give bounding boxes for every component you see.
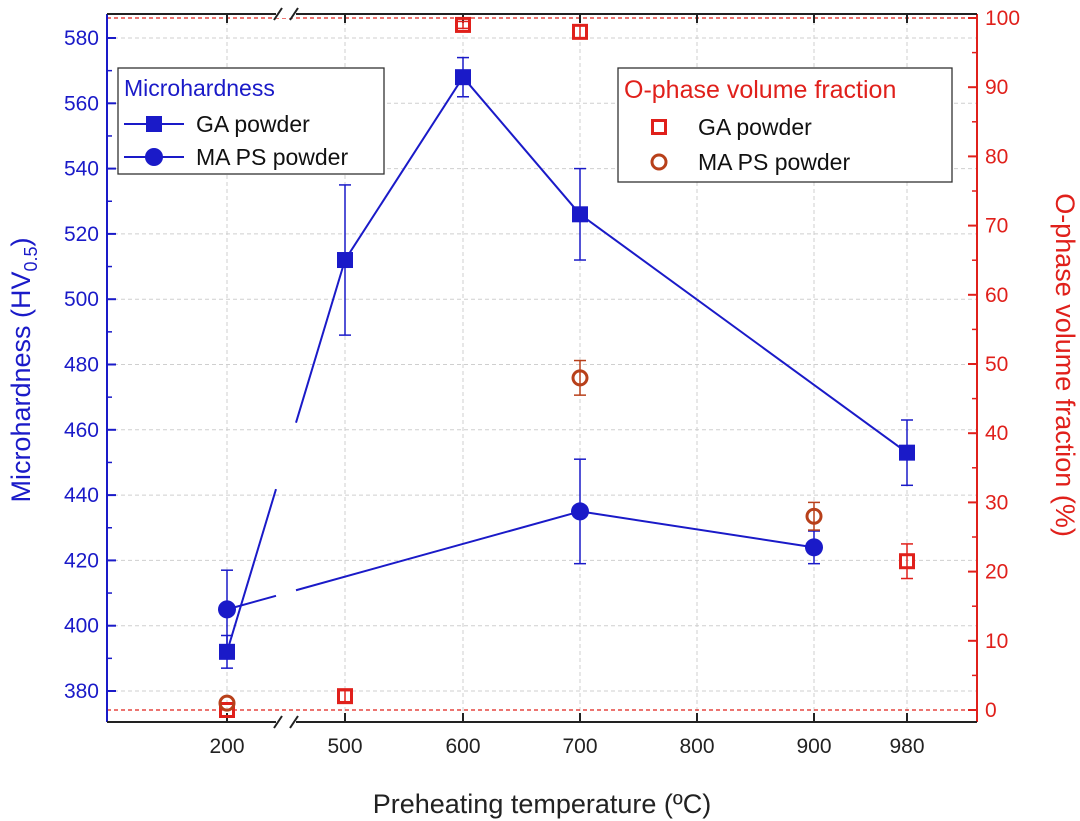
x-tick-label: 600: [445, 735, 480, 758]
x-tick-label: 200: [209, 735, 244, 758]
data-point: [455, 69, 471, 85]
series-line-segment: [227, 489, 276, 652]
y-left-tick-label: 540: [64, 158, 99, 181]
y-right-tick-label: 90: [985, 76, 1008, 99]
x-tick-label: 980: [889, 735, 924, 758]
data-point: [219, 644, 235, 660]
legend-marker: [146, 116, 162, 132]
series-line-segment: [296, 511, 580, 590]
y-right-tick-label: 60: [985, 284, 1008, 307]
y-right-tick-label: 0: [985, 699, 997, 722]
y-right-tick-label: 30: [985, 491, 1008, 514]
data-point: [572, 206, 588, 222]
legend-label: MA PS powder: [698, 149, 850, 175]
x-tick-label: 500: [327, 735, 362, 758]
y-left-tick-label: 380: [64, 680, 99, 703]
data-point: [899, 445, 915, 461]
y-axis-left-title: Microhardness (HV0.5): [6, 237, 41, 502]
y-right-tick-label: 70: [985, 215, 1008, 238]
legend-label: MA PS powder: [196, 144, 348, 170]
y-left-tick-label: 500: [64, 288, 99, 311]
chart-canvas: 380 400 420 440 460 480 500 520 540 560 580 0 10 20 30…: [0, 0, 1080, 821]
y-axis-right-title: O-phase volume fraction (%): [1050, 193, 1080, 537]
legends: Microhardness GA powder MA PS powder O-phas…: [118, 68, 952, 182]
y-left-tick-label: 420: [64, 549, 99, 572]
data-point: [571, 502, 589, 520]
y-right-tick-label: 20: [985, 561, 1008, 584]
legend-title-ophase: O-phase volume fraction: [624, 76, 896, 104]
x-tick-label: 800: [679, 735, 714, 758]
legend-label: GA powder: [698, 114, 812, 140]
y-left-tick-label: 460: [64, 419, 99, 442]
y-right-tick-label: 50: [985, 353, 1008, 376]
data-point: [805, 538, 823, 556]
legend-marker: [145, 148, 163, 166]
x-tick-label: 900: [796, 735, 831, 758]
y-right-tick-label: 10: [985, 630, 1008, 653]
y-left-tick-label: 520: [64, 223, 99, 246]
y-right-tick-label: 40: [985, 422, 1008, 445]
y-left-tick-label: 440: [64, 484, 99, 507]
series-line-segment: [580, 214, 907, 452]
y-right-tick-label: 80: [985, 145, 1008, 168]
series-line-segment: [296, 260, 345, 423]
y-left-tick-label: 400: [64, 615, 99, 638]
legend-label: GA powder: [196, 111, 310, 137]
data-point: [218, 600, 236, 618]
y-left-tick-label: 480: [64, 354, 99, 377]
x-tick-label: 700: [562, 735, 597, 758]
y-left-tick-label: 560: [64, 92, 99, 115]
x-axis-title: Preheating temperature (ºC): [373, 789, 712, 819]
series-line-segment: [463, 77, 580, 214]
y-left-tick-label: 580: [64, 27, 99, 50]
legend-title-microhardness: Microhardness: [124, 75, 275, 101]
data-point: [337, 252, 353, 268]
y-right-tick-label: 100: [985, 7, 1020, 30]
